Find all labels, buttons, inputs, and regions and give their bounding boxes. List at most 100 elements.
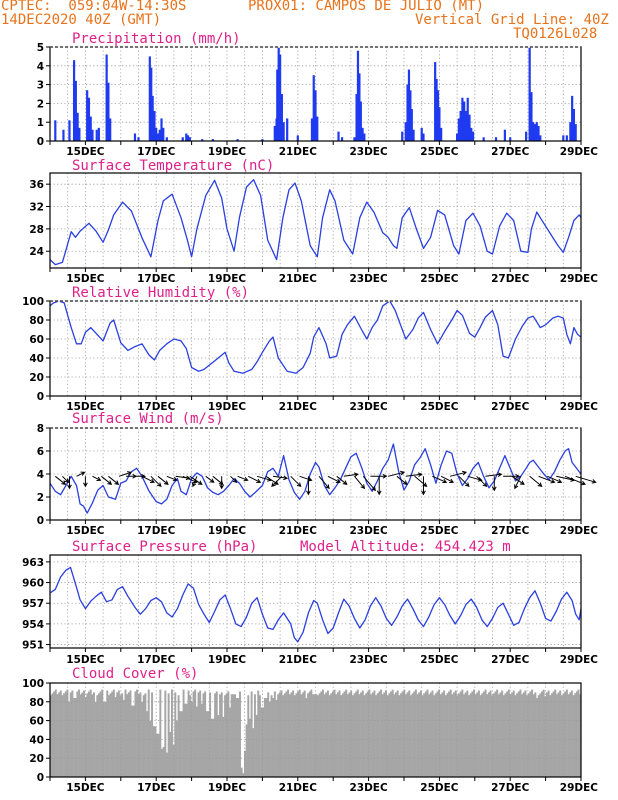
panel-5: Cloud Cover (%) 0 20 40 60 80 100 15DEC 17DEC 19D… <box>22 666 598 794</box>
cloud-bar <box>575 691 578 777</box>
cloud-bar <box>436 691 439 777</box>
precip-bar <box>353 137 356 141</box>
y-tick-label: 36 <box>29 179 44 191</box>
panel-title: Surface Wind (m/s) <box>72 411 224 427</box>
y-tick-label: 2 <box>37 98 44 110</box>
cloud-bar <box>76 691 79 777</box>
precip-bar <box>160 118 163 141</box>
cloud-bar <box>416 694 419 777</box>
precip-bar <box>409 90 412 141</box>
cloud-bar <box>544 696 547 777</box>
precip-bar <box>76 112 79 141</box>
cloud-bar <box>298 689 301 777</box>
cloud-bar <box>89 689 92 777</box>
cloud-bar <box>122 699 125 777</box>
wind-arrow <box>219 476 225 490</box>
cloud-bar <box>172 745 175 777</box>
cloud-bar <box>107 695 110 777</box>
cloud-bar <box>79 694 82 777</box>
y-tick-label: 1 <box>37 117 44 129</box>
precip-bar <box>279 54 282 141</box>
x-tick-label: 29DEC <box>560 782 599 794</box>
x-tick-label: 23DEC <box>349 273 388 285</box>
cloud-bar <box>273 691 276 777</box>
cloud-bar <box>287 689 290 777</box>
precip-bar <box>503 129 506 141</box>
wind-arrow <box>150 475 162 488</box>
precip-bar <box>401 131 404 141</box>
precip-bar <box>406 84 409 141</box>
cloud-bar <box>355 691 358 777</box>
cloud-bar <box>380 689 383 777</box>
cloud-bar <box>522 692 525 777</box>
cloud-bar <box>146 711 149 777</box>
x-tick-label: 27DEC <box>491 782 530 794</box>
y-tick-label: 5 <box>37 42 44 54</box>
panel-subtitle: Model Altitude: 454.423 m <box>300 539 511 555</box>
cloud-bar <box>232 694 235 777</box>
cloud-bar <box>404 694 407 777</box>
cloud-bar <box>142 695 145 777</box>
x-tick-label: 25DEC <box>420 146 459 158</box>
cloud-bar <box>569 692 572 777</box>
cloud-bar <box>237 698 240 777</box>
x-tick-label: 21DEC <box>279 146 318 158</box>
cloud-bar <box>112 689 115 777</box>
cloud-bar <box>320 691 323 777</box>
cloud-bar <box>565 689 568 777</box>
cloud-bar <box>207 711 210 777</box>
cloud-bar <box>341 693 344 777</box>
x-tick-label: 19DEC <box>208 146 247 158</box>
cloud-bar <box>92 692 95 777</box>
precip-bar <box>158 129 161 141</box>
x-tick-label: 19DEC <box>208 401 247 413</box>
panel-3: Surface Wind (m/s) 0 2 4 6 8 15DEC 17DEC 19DEC 21… <box>37 411 599 537</box>
x-tick-label: 23DEC <box>349 401 388 413</box>
cloud-bar <box>461 689 464 777</box>
cloud-bar <box>247 695 250 777</box>
cloud-bar <box>54 689 57 777</box>
y-tick-label: 60 <box>29 716 44 728</box>
precip-bar <box>312 75 315 141</box>
cloud-bar <box>554 689 557 777</box>
cloud-bar <box>351 695 354 777</box>
precip-bar <box>273 125 276 141</box>
precip-bar <box>509 137 512 141</box>
x-tick-label: 27DEC <box>491 654 530 666</box>
cloud-bar <box>204 691 207 777</box>
cloud-bar <box>102 701 105 777</box>
y-tick-label: 24 <box>29 246 44 258</box>
cloud-bar <box>285 691 288 777</box>
cloud-bar <box>99 691 102 777</box>
x-tick-label: 15DEC <box>66 782 105 794</box>
precip-bar <box>296 135 299 141</box>
cloud-bar <box>202 693 205 777</box>
cloud-bar <box>489 690 492 777</box>
precip-bar <box>528 47 531 141</box>
panel-0: Precipitation (mm/h) 0 1 2 3 4 5 15DEC 17DEC 19DE… <box>37 31 599 158</box>
cloud-bar <box>225 693 228 777</box>
cloud-bar <box>555 694 558 777</box>
cloud-bar <box>366 691 369 777</box>
cloud-bar <box>441 692 444 777</box>
y-tick-label: 6 <box>37 446 44 458</box>
cloud-bar <box>253 694 256 777</box>
cloud-bar <box>524 690 527 777</box>
cloud-bar <box>177 695 180 777</box>
precip-bar <box>562 135 565 141</box>
cloud-bar <box>459 691 462 777</box>
series-line <box>49 566 582 643</box>
wind-arrow <box>318 475 330 490</box>
cloud-bar <box>487 692 490 777</box>
wind-arrow <box>336 475 348 485</box>
x-tick-label: 17DEC <box>137 654 176 666</box>
wind-arrows <box>54 470 597 496</box>
y-tick-label: 32 <box>29 202 44 214</box>
x-tick-label: 17DEC <box>137 401 176 413</box>
cloud-bar <box>348 692 351 777</box>
cloud-cover-bars <box>49 689 582 777</box>
cloud-bar <box>408 690 411 777</box>
precip-bar <box>565 135 568 141</box>
wind-arrow <box>387 470 406 477</box>
cloud-bar <box>336 692 339 777</box>
